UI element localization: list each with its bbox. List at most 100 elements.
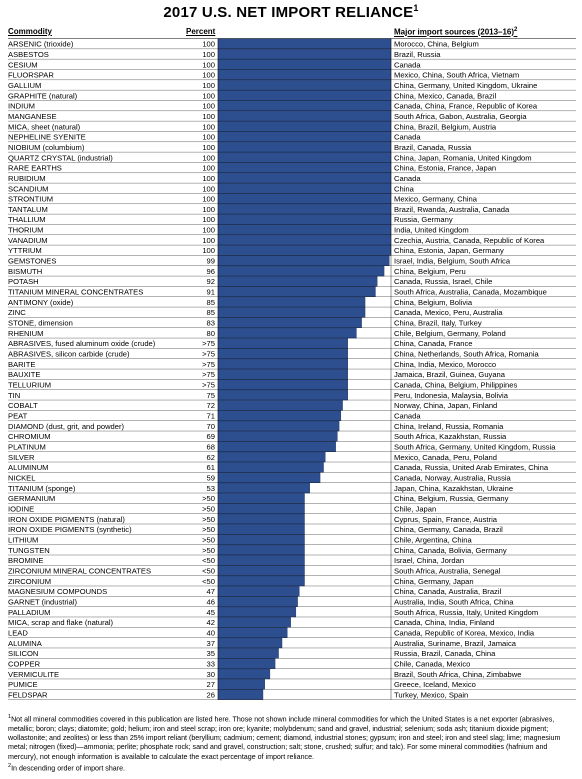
commodity-label: RUBIDIUM (8, 174, 46, 183)
bar (217, 348, 348, 359)
source-label: China, Belgium, Bolivia (394, 298, 473, 307)
bar (217, 172, 392, 184)
source-label: Norway, China, Japan, Finland (394, 401, 497, 410)
percent-label: 75 (207, 391, 215, 400)
source-label: Brazil, Rwanda, Australia, Canada (394, 205, 510, 214)
bar (217, 596, 298, 607)
source-label: Mexico, Germany, China (394, 195, 478, 204)
commodity-label: FLUORSPAR (8, 71, 54, 80)
source-label: South Africa, Russia, Italy, United King… (394, 608, 538, 617)
bar (217, 79, 392, 91)
commodity-label: PUMICE (8, 680, 38, 689)
bar (217, 59, 392, 70)
percent-label: 100 (202, 153, 215, 162)
source-label: Mexico, China, South Africa, Vietnam (394, 71, 519, 80)
bar (217, 100, 392, 112)
source-label: India, United Kingdom (394, 226, 469, 235)
source-label: Cyprus, Spain, France, Austria (394, 515, 498, 524)
bar (217, 555, 305, 566)
source-label: China, Mexico, Canada, Brazil (394, 91, 496, 100)
source-label: Canada (394, 412, 421, 421)
bar (217, 183, 392, 194)
bar (217, 265, 385, 277)
commodity-label: CHROMIUM (8, 432, 51, 441)
commodity-label: BAUXITE (8, 370, 41, 379)
bar (217, 307, 366, 318)
bar (217, 637, 283, 649)
source-label: China, India, Mexico, Morocco (394, 360, 496, 369)
percent-label: 100 (202, 226, 215, 235)
source-label: Chile, Argentina, China (394, 535, 472, 544)
bar (217, 48, 392, 60)
source-label: Canada (394, 133, 421, 142)
percent-label: 80 (207, 329, 215, 338)
percent-column-header: Percent (186, 27, 216, 36)
percent-label: <50 (202, 566, 215, 575)
source-label: Morocco, China, Belgium (394, 40, 479, 49)
bar (217, 255, 390, 266)
percent-label: <50 (202, 556, 215, 565)
commodity-label: THORIUM (8, 226, 43, 235)
net-import-reliance-chart: ARSENIC (trioxide) 100 Morocco, China, Bel… (8, 38, 576, 700)
bar (217, 296, 366, 308)
commodity-label: ALUMINUM (8, 463, 49, 472)
bar (217, 658, 276, 669)
source-label: China, Germany, Japan (394, 577, 474, 586)
source-label: Israel, India, Belgium, South Africa (394, 257, 511, 266)
bar (217, 534, 305, 545)
commodity-label: COBALT (8, 401, 38, 410)
percent-label: <50 (202, 577, 215, 586)
bar (217, 503, 305, 514)
commodity-label: TITANIUM MINERAL CONCENTRATES (8, 288, 143, 297)
source-label: Czechia, Austria, Canada, Republic of Ko… (394, 236, 545, 245)
bar (217, 369, 348, 380)
source-label: Canada, Russia, United Arab Emirates, Ch… (394, 463, 549, 472)
commodity-column-header: Commodity (8, 27, 52, 36)
percent-label: 91 (207, 288, 215, 297)
bar (217, 245, 392, 256)
bar (217, 482, 310, 494)
percent-label: 100 (202, 50, 215, 59)
bar (217, 410, 342, 421)
bar (217, 606, 297, 618)
bar (217, 131, 392, 143)
bar (217, 451, 326, 463)
commodity-label: TITANIUM (sponge) (8, 484, 76, 493)
commodity-label: NEPHELINE SYENITE (8, 133, 86, 142)
bar (217, 90, 392, 101)
percent-label: 47 (207, 587, 215, 596)
source-label: China, Canada, France (394, 339, 473, 348)
commodity-label: GEMSTONES (8, 257, 56, 266)
percent-label: 100 (202, 246, 215, 255)
commodity-label: SILVER (8, 453, 35, 462)
source-label: China, Canada, Bolivia, Germany (394, 546, 507, 555)
source-label: Jamaica, Brazil, Guinea, Guyana (394, 370, 506, 379)
percent-label: >75 (202, 350, 215, 359)
source-label: Israel, China, Jordan (394, 556, 464, 565)
source-label: South Africa, Australia, Canada, Mozambi… (394, 288, 547, 297)
commodity-label: TANTALUM (8, 205, 48, 214)
commodity-label: COPPER (8, 659, 41, 668)
bar (217, 462, 324, 473)
footnotes: 1Not all mineral commodities covered in … (8, 713, 576, 774)
commodity-label: MAGNESIUM COMPOUNDS (8, 587, 107, 596)
source-label: Canada, China, India, Finland (394, 618, 494, 627)
percent-label: 100 (202, 215, 215, 224)
percent-label: 99 (207, 257, 215, 266)
commodity-label: LITHIUM (8, 535, 38, 544)
source-label: China, Ireland, Russia, Romania (394, 422, 504, 431)
source-label: Chile, Belgium, Germany, Poland (394, 329, 506, 338)
percent-label: >50 (202, 504, 215, 513)
bar (217, 69, 392, 81)
commodity-label: GERMANIUM (8, 494, 55, 503)
commodity-label: MICA, sheet (natural) (8, 122, 81, 131)
percent-label: 96 (207, 267, 215, 276)
percent-label: 92 (207, 277, 215, 286)
commodity-label: IODINE (8, 504, 34, 513)
percent-label: 100 (202, 236, 215, 245)
bar (217, 431, 338, 442)
commodity-label: YTTRIUM (8, 246, 42, 255)
commodity-label: STRONTIUM (8, 195, 53, 204)
commodity-label: CESIUM (8, 60, 38, 69)
percent-label: >50 (202, 525, 215, 534)
